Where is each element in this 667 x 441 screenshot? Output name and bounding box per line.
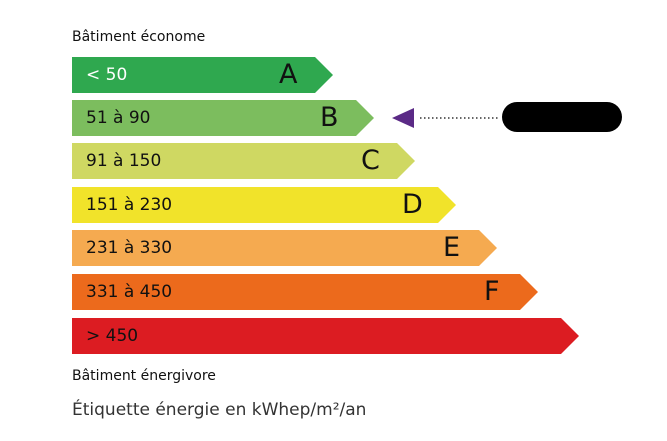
indicator-arrow-icon <box>392 108 500 128</box>
class-bar-shape <box>72 187 456 223</box>
class-range: < 50 <box>86 65 128 85</box>
class-bar-shape <box>72 318 579 354</box>
class-letter: A <box>279 59 298 90</box>
class-bar-shape <box>72 57 333 93</box>
class-letter: C <box>361 145 380 176</box>
energy-class-f: 331 à 450 F <box>72 274 538 310</box>
class-letter: E <box>443 232 461 263</box>
energy-class-a: < 50 A <box>72 57 333 93</box>
class-range: 331 à 450 <box>86 282 173 302</box>
class-letter: B <box>320 102 339 133</box>
energy-class-b: 51 à 90 B <box>72 100 374 136</box>
unit-label: Étiquette énergie en kWhep/m²/an <box>72 400 367 420</box>
class-range: 151 à 230 <box>86 195 173 215</box>
class-letter: D <box>402 189 423 220</box>
class-bar-shape <box>72 274 538 310</box>
top-caption: Bâtiment économe <box>72 29 206 45</box>
class-bar-shape <box>72 230 497 266</box>
energy-class-e: 231 à 330 E <box>72 230 497 266</box>
class-bar-shape <box>72 100 374 136</box>
energy-class-c: 91 à 150 C <box>72 143 415 179</box>
energy-class-g: > 450 <box>72 318 579 354</box>
class-bar-shape <box>72 143 415 179</box>
redacted-value <box>502 102 622 132</box>
class-letter: F <box>484 276 500 307</box>
bottom-caption: Bâtiment énergivore <box>72 368 216 384</box>
class-range: 51 à 90 <box>86 108 151 128</box>
class-range: 231 à 330 <box>86 238 173 258</box>
energy-class-d: 151 à 230 D <box>72 187 456 223</box>
class-range: > 450 <box>86 326 139 346</box>
class-range: 91 à 150 <box>86 151 162 171</box>
